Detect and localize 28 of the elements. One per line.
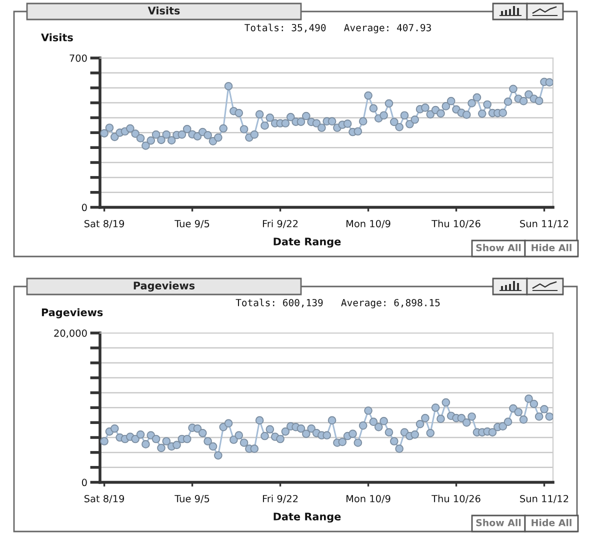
y-axis-title: Pageviews xyxy=(42,308,103,318)
x-tick-label: Sat 8/19 xyxy=(84,220,124,228)
x-tick-label: Mon 10/9 xyxy=(346,494,390,504)
text: Hide All xyxy=(532,518,572,526)
y-tick-label: 700 xyxy=(70,54,87,62)
x-tick-label: Tue 9/5 xyxy=(174,494,210,504)
x-tick-label: Fri 9/22 xyxy=(262,494,298,504)
chart-subtitle: Totals: 35,490 Average: 407.93 xyxy=(244,24,431,34)
chart-subtitle: Totals: 600,139 Average: 6,898.15 xyxy=(236,298,440,308)
x-tick-label: Sat 8/19 xyxy=(84,494,124,504)
chart-title: Visits xyxy=(148,6,180,15)
x-tick-label: Fri 9/22 xyxy=(262,220,298,228)
text: Show All xyxy=(476,244,521,252)
y-tick-label: 0 xyxy=(82,478,87,486)
x-tick-label: Tue 9/5 xyxy=(174,220,210,228)
text: Hide All xyxy=(532,244,572,252)
y-tick-label: 20,000 xyxy=(54,329,87,338)
chart-title: Pageviews xyxy=(134,281,195,292)
x-tick-label: Sun 11/12 xyxy=(520,494,568,504)
text: Show All xyxy=(476,518,521,526)
x-tick-label: Mon 10/9 xyxy=(346,220,390,228)
x-axis-title: Date Range xyxy=(274,238,341,248)
x-tick-label: Thu 10/26 xyxy=(432,494,480,504)
x-tick-label: Sun 11/12 xyxy=(520,220,568,228)
y-axis-title: Visits xyxy=(41,33,73,42)
x-axis-title: Date Range xyxy=(274,512,341,523)
y-tick-label: 0 xyxy=(82,204,87,212)
x-tick-label: Thu 10/26 xyxy=(432,220,480,228)
